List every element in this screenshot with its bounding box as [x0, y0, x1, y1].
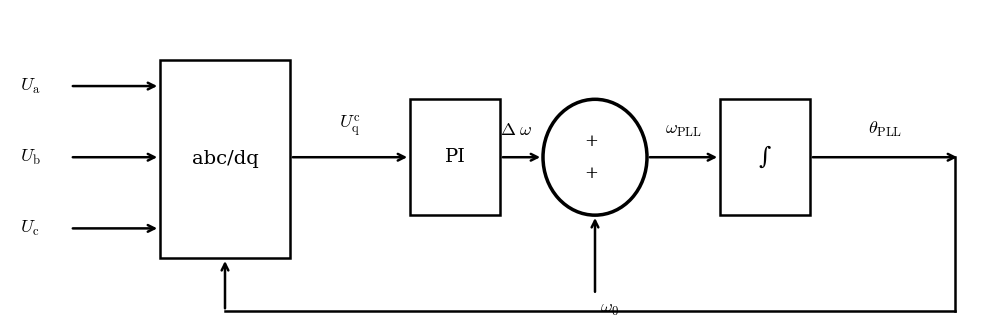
Text: $\theta_{\mathrm{PLL}}$: $\theta_{\mathrm{PLL}}$ [868, 120, 902, 139]
Text: $U_{\mathrm{a}}$: $U_{\mathrm{a}}$ [20, 76, 41, 96]
Text: +: + [584, 165, 598, 182]
Text: $\Delta\;\omega$: $\Delta\;\omega$ [500, 121, 533, 139]
Text: ∫: ∫ [759, 146, 771, 169]
Text: $\omega_{0}$: $\omega_{0}$ [600, 300, 619, 317]
Text: +: + [584, 132, 598, 150]
Text: $U_{\mathrm{b}}$: $U_{\mathrm{b}}$ [20, 148, 41, 167]
Ellipse shape [543, 99, 647, 215]
Text: $\omega_{\mathrm{PLL}}$: $\omega_{\mathrm{PLL}}$ [665, 121, 702, 139]
Text: $U_{\mathrm{q}}^{\mathrm{c}}$: $U_{\mathrm{q}}^{\mathrm{c}}$ [339, 114, 361, 139]
Bar [160, 60, 290, 258]
Text: PI: PI [445, 148, 465, 166]
Text: $U_{\mathrm{c}}$: $U_{\mathrm{c}}$ [20, 219, 40, 238]
Bar [410, 99, 500, 215]
Bar [720, 99, 810, 215]
Text: abc/dq: abc/dq [192, 150, 258, 168]
